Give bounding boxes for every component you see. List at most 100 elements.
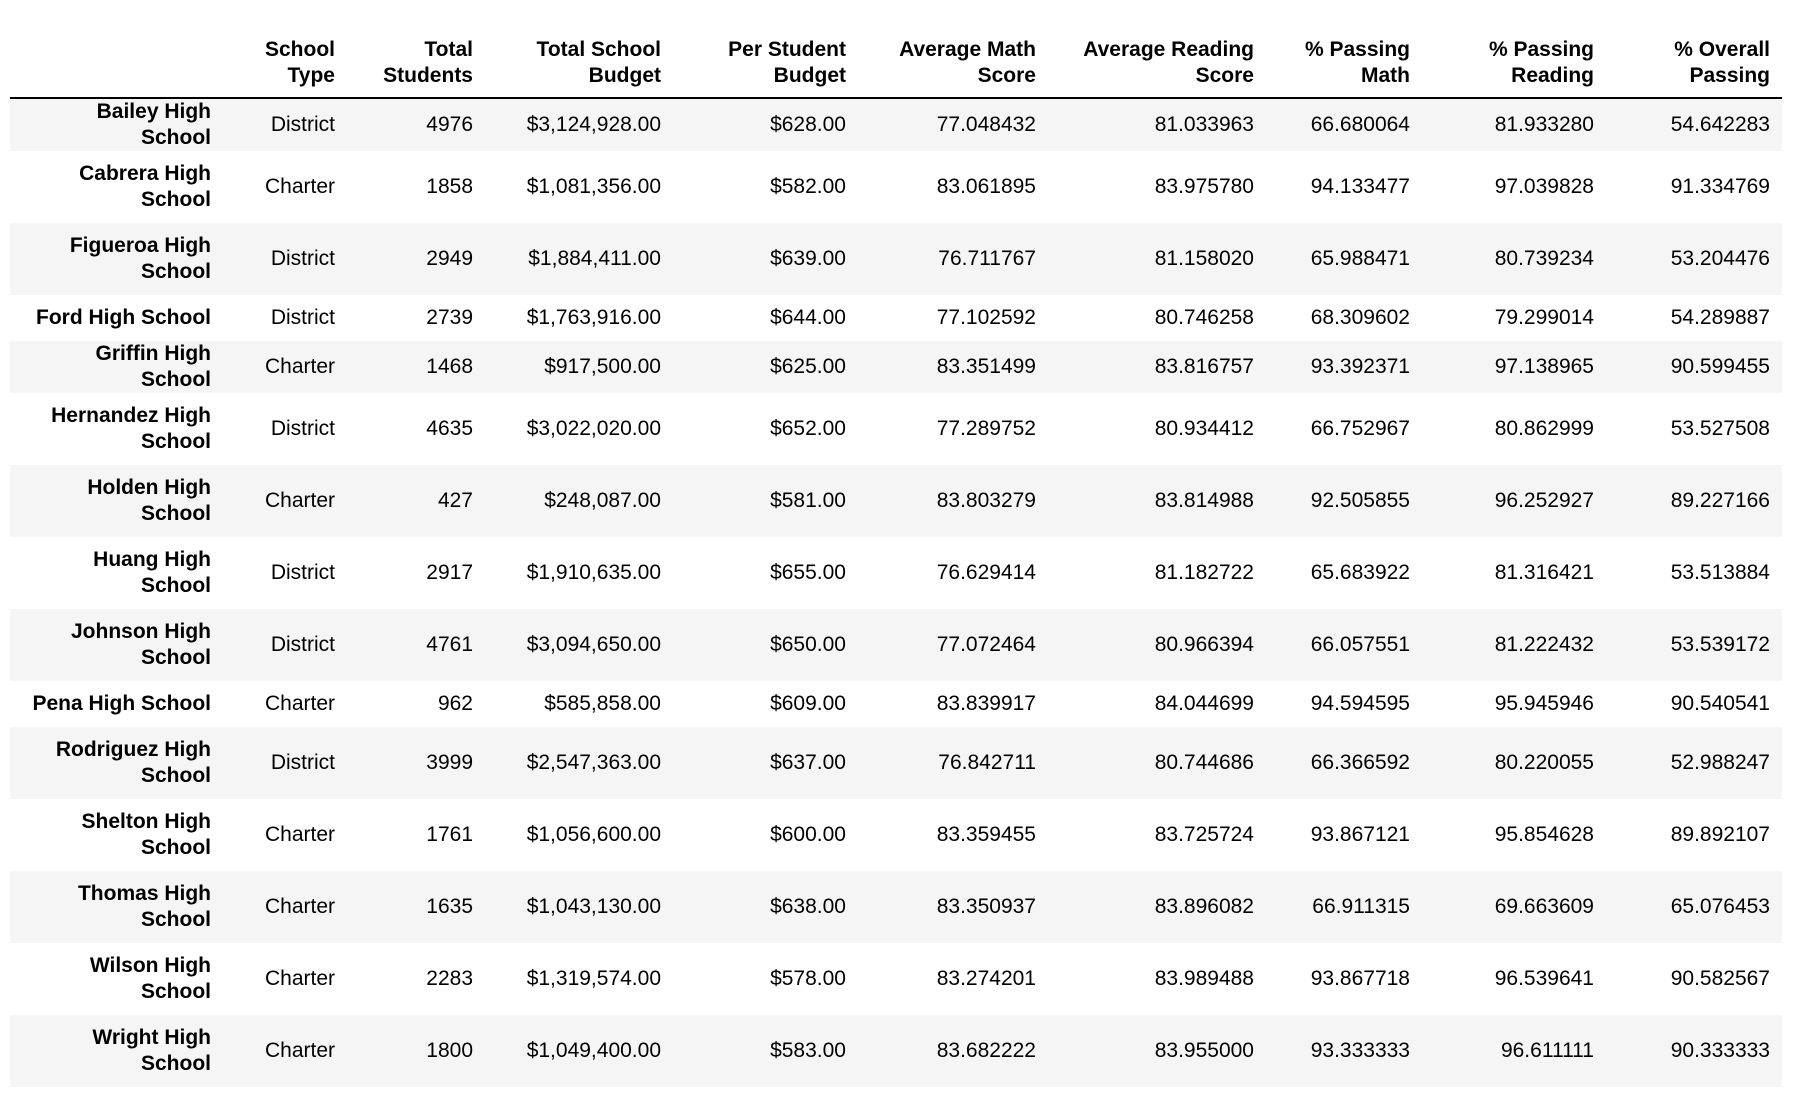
total-school-budget-cell: $1,884,411.00 — [528, 247, 661, 270]
per-student-budget-cell: $638.00 — [770, 895, 846, 918]
overall-passing-cell: 54.642283 — [1670, 113, 1770, 136]
passing-reading-cell: 81.316421 — [1494, 561, 1594, 584]
table-row: Bailey High School District 4976 $3,124,928… — [10, 98, 1782, 151]
overall-passing-cell: 53.527508 — [1670, 417, 1770, 440]
total-school-budget-cell: $248,087.00 — [544, 489, 661, 512]
overall-passing-cell: 90.540541 — [1670, 692, 1770, 715]
per-student-budget-cell: $639.00 — [770, 247, 846, 270]
total-students-cell: 4635 — [426, 417, 473, 440]
table-row: Shelton High School Charter 1761 $1,056,600… — [10, 799, 1782, 871]
passing-reading-cell: 81.933280 — [1494, 113, 1594, 136]
average-math-score-cell: 76.842711 — [938, 751, 1036, 774]
passing-math-cell: 93.333333 — [1310, 1039, 1410, 1062]
table-body: Bailey High School District 4976 $3,124,928… — [10, 98, 1782, 1087]
school-type-cell: Charter — [264, 1039, 335, 1062]
passing-reading-cell: 96.539641 — [1494, 967, 1594, 990]
table-row: Johnson High School District 4761 $3,094,65… — [10, 609, 1782, 681]
school-name-cell: Johnson High School — [71, 620, 211, 669]
table-row: Thomas High School Charter 1635 $1,043,130.… — [10, 871, 1782, 943]
school-type-cell: District — [270, 751, 335, 774]
total-school-budget-cell: $1,043,130.00 — [526, 895, 661, 918]
per-student-budget-cell: $644.00 — [770, 306, 846, 329]
average-reading-score-cell: 81.158020 — [1154, 247, 1254, 270]
school-name-cell: Griffin High School — [95, 342, 211, 391]
per-student-budget-cell: $628.00 — [770, 113, 846, 136]
table-row: Rodriguez High School District 3999 $2,547,… — [10, 727, 1782, 799]
passing-math-cell: 68.309602 — [1310, 306, 1410, 329]
overall-passing-cell: 89.227166 — [1670, 489, 1770, 512]
table-row: Hernandez High School District 4635 $3,022,… — [10, 393, 1782, 465]
average-math-score-cell: 77.048432 — [936, 113, 1036, 136]
per-student-budget-cell: $625.00 — [770, 355, 846, 378]
index-header — [10, 30, 223, 99]
average-reading-score-cell: 81.033963 — [1154, 113, 1254, 136]
overall-passing-cell: 54.289887 — [1670, 306, 1770, 329]
passing-math-cell: 66.057551 — [1310, 633, 1410, 656]
passing-reading-cell: 80.739234 — [1494, 247, 1594, 270]
overall-passing-cell: 53.539172 — [1670, 633, 1770, 656]
table-row: Griffin High School Charter 1468 $917,500.0… — [10, 341, 1782, 393]
average-reading-score-cell: 81.182722 — [1154, 561, 1254, 584]
overall-passing-cell: 65.076453 — [1670, 895, 1770, 918]
total-school-budget-cell: $1,910,635.00 — [526, 561, 661, 584]
school-type-cell: District — [270, 417, 335, 440]
overall-passing-cell: 90.599455 — [1670, 355, 1770, 378]
table-row: Holden High School Charter 427 $248,087.00 $… — [10, 465, 1782, 537]
total-school-budget-cell: $1,763,916.00 — [526, 306, 661, 329]
school-name-cell: Thomas High School — [77, 882, 211, 931]
column-header-school-type: School Type — [223, 30, 347, 99]
per-student-budget-cell: $637.00 — [770, 751, 846, 774]
dataframe-output: School Type Total Students Total School … — [10, 30, 1782, 1087]
table-row: Ford High School District 2739 $1,763,916.0… — [10, 295, 1782, 341]
average-math-score-cell: 77.102592 — [936, 306, 1036, 329]
school-type-cell: Charter — [264, 355, 335, 378]
table-header: School Type Total Students Total School … — [10, 30, 1782, 99]
passing-math-cell: 93.392371 — [1310, 355, 1410, 378]
overall-passing-cell: 52.988247 — [1670, 751, 1770, 774]
total-students-cell: 1761 — [426, 823, 473, 846]
school-type-cell: Charter — [264, 967, 335, 990]
per-student-budget-cell: $652.00 — [770, 417, 846, 440]
per-student-budget-cell: $609.00 — [770, 692, 846, 715]
average-math-score-cell: 83.274201 — [936, 967, 1036, 990]
table-row: Huang High School District 2917 $1,910,635.… — [10, 537, 1782, 609]
passing-math-cell: 66.366592 — [1310, 751, 1410, 774]
passing-reading-cell: 97.039828 — [1494, 175, 1594, 198]
table-row: Wright High School Charter 1800 $1,049,400.… — [10, 1015, 1782, 1087]
total-students-cell: 962 — [437, 692, 473, 715]
passing-reading-cell: 96.252927 — [1494, 489, 1594, 512]
total-students-cell: 2283 — [426, 967, 473, 990]
average-reading-score-cell: 83.725724 — [1154, 823, 1254, 846]
school-name-cell: Shelton High School — [81, 810, 212, 859]
school-name-cell: Figueroa High School — [69, 234, 211, 283]
average-reading-score-cell: 80.746258 — [1154, 306, 1254, 329]
passing-math-cell: 92.505855 — [1310, 489, 1410, 512]
total-students-cell: 1800 — [426, 1039, 473, 1062]
school-type-cell: Charter — [264, 895, 335, 918]
school-name-cell: Holden High School — [87, 476, 211, 525]
total-school-budget-cell: $3,022,020.00 — [526, 417, 661, 440]
overall-passing-cell: 90.582567 — [1670, 967, 1770, 990]
column-header-average-math-score: Average Math Score — [858, 30, 1048, 99]
school-type-cell: District — [270, 306, 335, 329]
passing-reading-cell: 95.854628 — [1494, 823, 1594, 846]
per-student-budget-cell: $583.00 — [770, 1039, 846, 1062]
school-name-cell: Pena High School — [32, 692, 211, 715]
passing-reading-cell: 80.862999 — [1494, 417, 1594, 440]
average-reading-score-cell: 83.989488 — [1154, 967, 1254, 990]
total-school-budget-cell: $3,094,650.00 — [526, 633, 661, 656]
average-reading-score-cell: 83.955000 — [1154, 1039, 1254, 1062]
passing-math-cell: 93.867718 — [1310, 967, 1410, 990]
passing-math-cell: 66.752967 — [1310, 417, 1410, 440]
average-reading-score-cell: 84.044699 — [1154, 692, 1254, 715]
average-reading-score-cell: 80.934412 — [1154, 417, 1254, 440]
average-reading-score-cell: 83.814988 — [1154, 489, 1254, 512]
column-header-per-student-budget: Per Student Budget — [673, 30, 858, 99]
per-student-budget-cell: $582.00 — [770, 175, 846, 198]
table-row: Wilson High School Charter 2283 $1,319,574.… — [10, 943, 1782, 1015]
column-header-passing-reading: % Passing Reading — [1422, 30, 1606, 99]
average-math-score-cell: 83.350937 — [936, 895, 1036, 918]
school-name-cell: Wilson High School — [89, 954, 211, 1003]
total-school-budget-cell: $1,056,600.00 — [526, 823, 661, 846]
total-school-budget-cell: $3,124,928.00 — [526, 113, 661, 136]
